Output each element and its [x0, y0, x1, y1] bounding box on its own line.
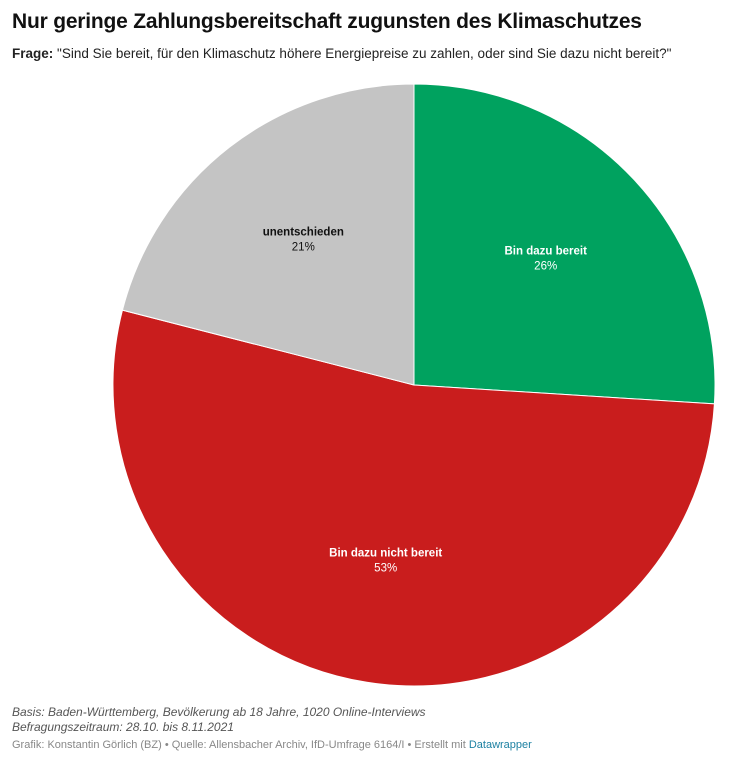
- slice-value-0: 26%: [534, 260, 557, 272]
- question-prefix: Frage:: [12, 46, 54, 61]
- credit-text: Grafik: Konstantin Görlich (BZ) • Quelle…: [12, 739, 466, 751]
- pie-slice-0: [413, 83, 716, 405]
- slice-label-2: unentschieden: [263, 226, 344, 238]
- survey-question: Frage: "Sind Sie bereit, für den Klimasc…: [12, 46, 671, 61]
- pie-slice-2: [121, 83, 415, 386]
- slice-value-2: 21%: [292, 241, 315, 253]
- slice-value-1: 53%: [374, 562, 397, 574]
- chart-title: Nur geringe Zahlungsbereitschaft zugunst…: [12, 10, 642, 33]
- chart-credits: Grafik: Konstantin Görlich (BZ) • Quelle…: [12, 739, 532, 751]
- chart-notes: Basis: Baden-Württemberg, Bevölkerung ab…: [12, 705, 426, 735]
- datawrapper-link[interactable]: Datawrapper: [468, 739, 532, 751]
- question-text: "Sind Sie bereit, für den Klimaschutz hö…: [57, 46, 672, 61]
- period-note: Befragungszeitraum: 28.10. bis 8.11.2021: [12, 720, 234, 734]
- slice-label-0: Bin dazu bereit: [504, 245, 587, 257]
- slice-label-1: Bin dazu nicht bereit: [329, 547, 442, 559]
- pie-slice-1: [112, 309, 715, 687]
- basis-note: Basis: Baden-Württemberg, Bevölkerung ab…: [12, 705, 426, 719]
